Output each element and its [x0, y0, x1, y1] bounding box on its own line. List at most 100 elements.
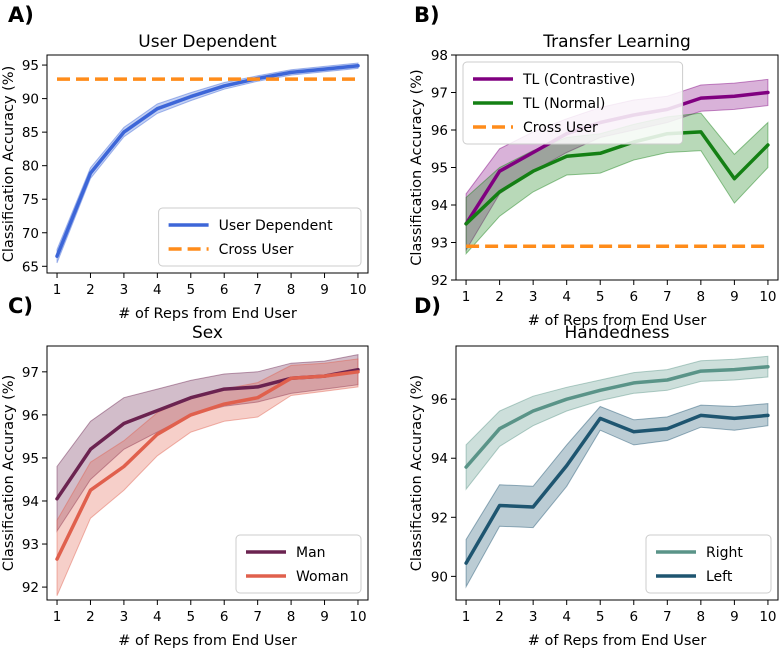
confidence-band-1: [56, 62, 359, 264]
legend: Right Left: [645, 534, 772, 594]
chart-title: Sex: [192, 323, 223, 343]
legend-box: [645, 534, 772, 594]
legend-label: Man: [296, 545, 326, 561]
x-tick-label: 1: [53, 609, 62, 625]
y-tick-label: 90: [22, 92, 39, 108]
x-tick-label: 4: [153, 282, 162, 298]
y-tick-label: 95: [22, 451, 39, 467]
x-tick-label: 7: [663, 609, 672, 625]
x-tick-label: 3: [120, 609, 129, 625]
y-tick-label: 95: [22, 58, 39, 74]
y-tick-label: 97: [431, 86, 448, 102]
legend: User Dependent Cross User: [158, 207, 362, 267]
chart-title: User Dependent: [138, 32, 277, 52]
y-tick-label: 93: [431, 236, 448, 252]
x-tick-label: 2: [86, 282, 95, 298]
x-tick-label: 10: [349, 282, 366, 298]
y-tick-label: 80: [22, 159, 39, 175]
x-tick-label: 7: [253, 609, 262, 625]
y-tick-label: 94: [22, 494, 39, 510]
x-tick-label: 9: [320, 282, 329, 298]
y-tick-label: 95: [431, 161, 448, 177]
x-tick-label: 10: [759, 289, 776, 305]
x-tick-label: 7: [663, 289, 672, 305]
x-tick-label: 1: [53, 282, 62, 298]
panel-2: B) Transfer Learning 1 2 3 4 5 6 7 8 9 10 92 93 94 95 96…: [409, 3, 779, 329]
y-axis-label: Classification Accuracy (%): [1, 66, 17, 262]
legend: Man Woman: [235, 534, 362, 594]
legend-box: [462, 61, 684, 145]
axes-frame: [46, 345, 369, 601]
legend-label: Left: [706, 569, 733, 585]
x-tick-label: 4: [562, 289, 571, 305]
legend: TL (Contrastive) TL (Normal) Cross User: [462, 61, 684, 145]
y-tick-label: 70: [22, 226, 39, 242]
confidence-band-2: [465, 403, 769, 589]
panel-4: D) Handedness 1 2 3 4 5 6 7 8 9 10 90 92 94 96 # of Reps…: [409, 294, 779, 649]
y-tick-label: 96: [431, 392, 448, 408]
y-tick-label: 93: [22, 537, 39, 553]
x-tick-label: 9: [730, 609, 739, 625]
y-tick-label: 92: [431, 273, 448, 289]
x-tick-label: 10: [759, 609, 776, 625]
y-tick-label: 94: [431, 451, 448, 467]
x-tick-label: 8: [287, 282, 296, 298]
panel-letter: B): [414, 3, 440, 27]
x-tick-label: 6: [220, 609, 229, 625]
y-tick-label: 96: [22, 408, 39, 424]
panel-1: A) User Dependent 1 2 3 4 5 6 7 8 9 10 65 70 75 80 85 90 9…: [1, 3, 369, 322]
legend-label: User Dependent: [219, 218, 334, 234]
series-line-2: [464, 413, 770, 565]
x-tick-label: 3: [529, 289, 538, 305]
axes-frame: [455, 345, 779, 601]
x-tick-label: 5: [186, 282, 195, 298]
y-tick-label: 98: [431, 48, 448, 64]
y-tick-label: 96: [431, 123, 448, 139]
x-tick-label: 2: [86, 609, 95, 625]
x-tick-label: 10: [349, 609, 366, 625]
x-tick-label: 7: [253, 282, 262, 298]
panel-letter: D): [414, 294, 441, 318]
x-tick-label: 2: [495, 609, 504, 625]
legend-label: TL (Normal): [522, 96, 605, 112]
legend-label: TL (Contrastive): [522, 72, 635, 88]
y-axis-label: Classification Accuracy (%): [409, 375, 425, 571]
y-tick-label: 85: [22, 125, 39, 141]
panel-3: C) Sex 1 2 3 4 5 6 7 8 9 10 92 93 94 95 96 97 # of Reps fr…: [1, 294, 369, 649]
y-axis-label: Classification Accuracy (%): [409, 69, 425, 265]
x-tick-label: 5: [186, 609, 195, 625]
legend-box: [158, 207, 362, 267]
chart-title: Transfer Learning: [542, 32, 691, 52]
x-tick-label: 6: [220, 282, 229, 298]
confidence-band-1: [56, 353, 359, 533]
series-line-2: [55, 370, 360, 561]
x-tick-label: 3: [120, 282, 129, 298]
legend-label: Woman: [296, 569, 349, 585]
x-tick-label: 4: [562, 609, 571, 625]
x-tick-label: 1: [462, 289, 471, 305]
x-tick-label: 3: [529, 609, 538, 625]
x-tick-label: 9: [730, 289, 739, 305]
series-line-1: [464, 364, 770, 469]
series-line-2: [464, 130, 770, 226]
x-tick-label: 5: [596, 289, 605, 305]
x-tick-label: 6: [629, 609, 638, 625]
y-tick-label: 65: [22, 259, 39, 275]
panel-letter: C): [8, 294, 33, 318]
chart-title: Handedness: [565, 323, 670, 343]
x-axis-label: # of Reps from End User: [528, 633, 707, 649]
x-axis-label: # of Reps from End User: [118, 306, 297, 322]
y-tick-label: 92: [431, 510, 448, 526]
legend-label: Right: [706, 545, 743, 561]
y-tick-label: 75: [22, 192, 39, 208]
y-axis-label: Classification Accuracy (%): [1, 375, 17, 571]
axes-frame: [46, 54, 369, 274]
x-tick-label: 9: [320, 609, 329, 625]
x-tick-label: 8: [697, 609, 706, 625]
y-tick-label: 92: [22, 580, 39, 596]
y-tick-label: 90: [431, 569, 448, 585]
legend-label: Cross User: [523, 120, 598, 136]
x-axis-label: # of Reps from End User: [528, 313, 707, 329]
series-line-1: [55, 63, 360, 258]
